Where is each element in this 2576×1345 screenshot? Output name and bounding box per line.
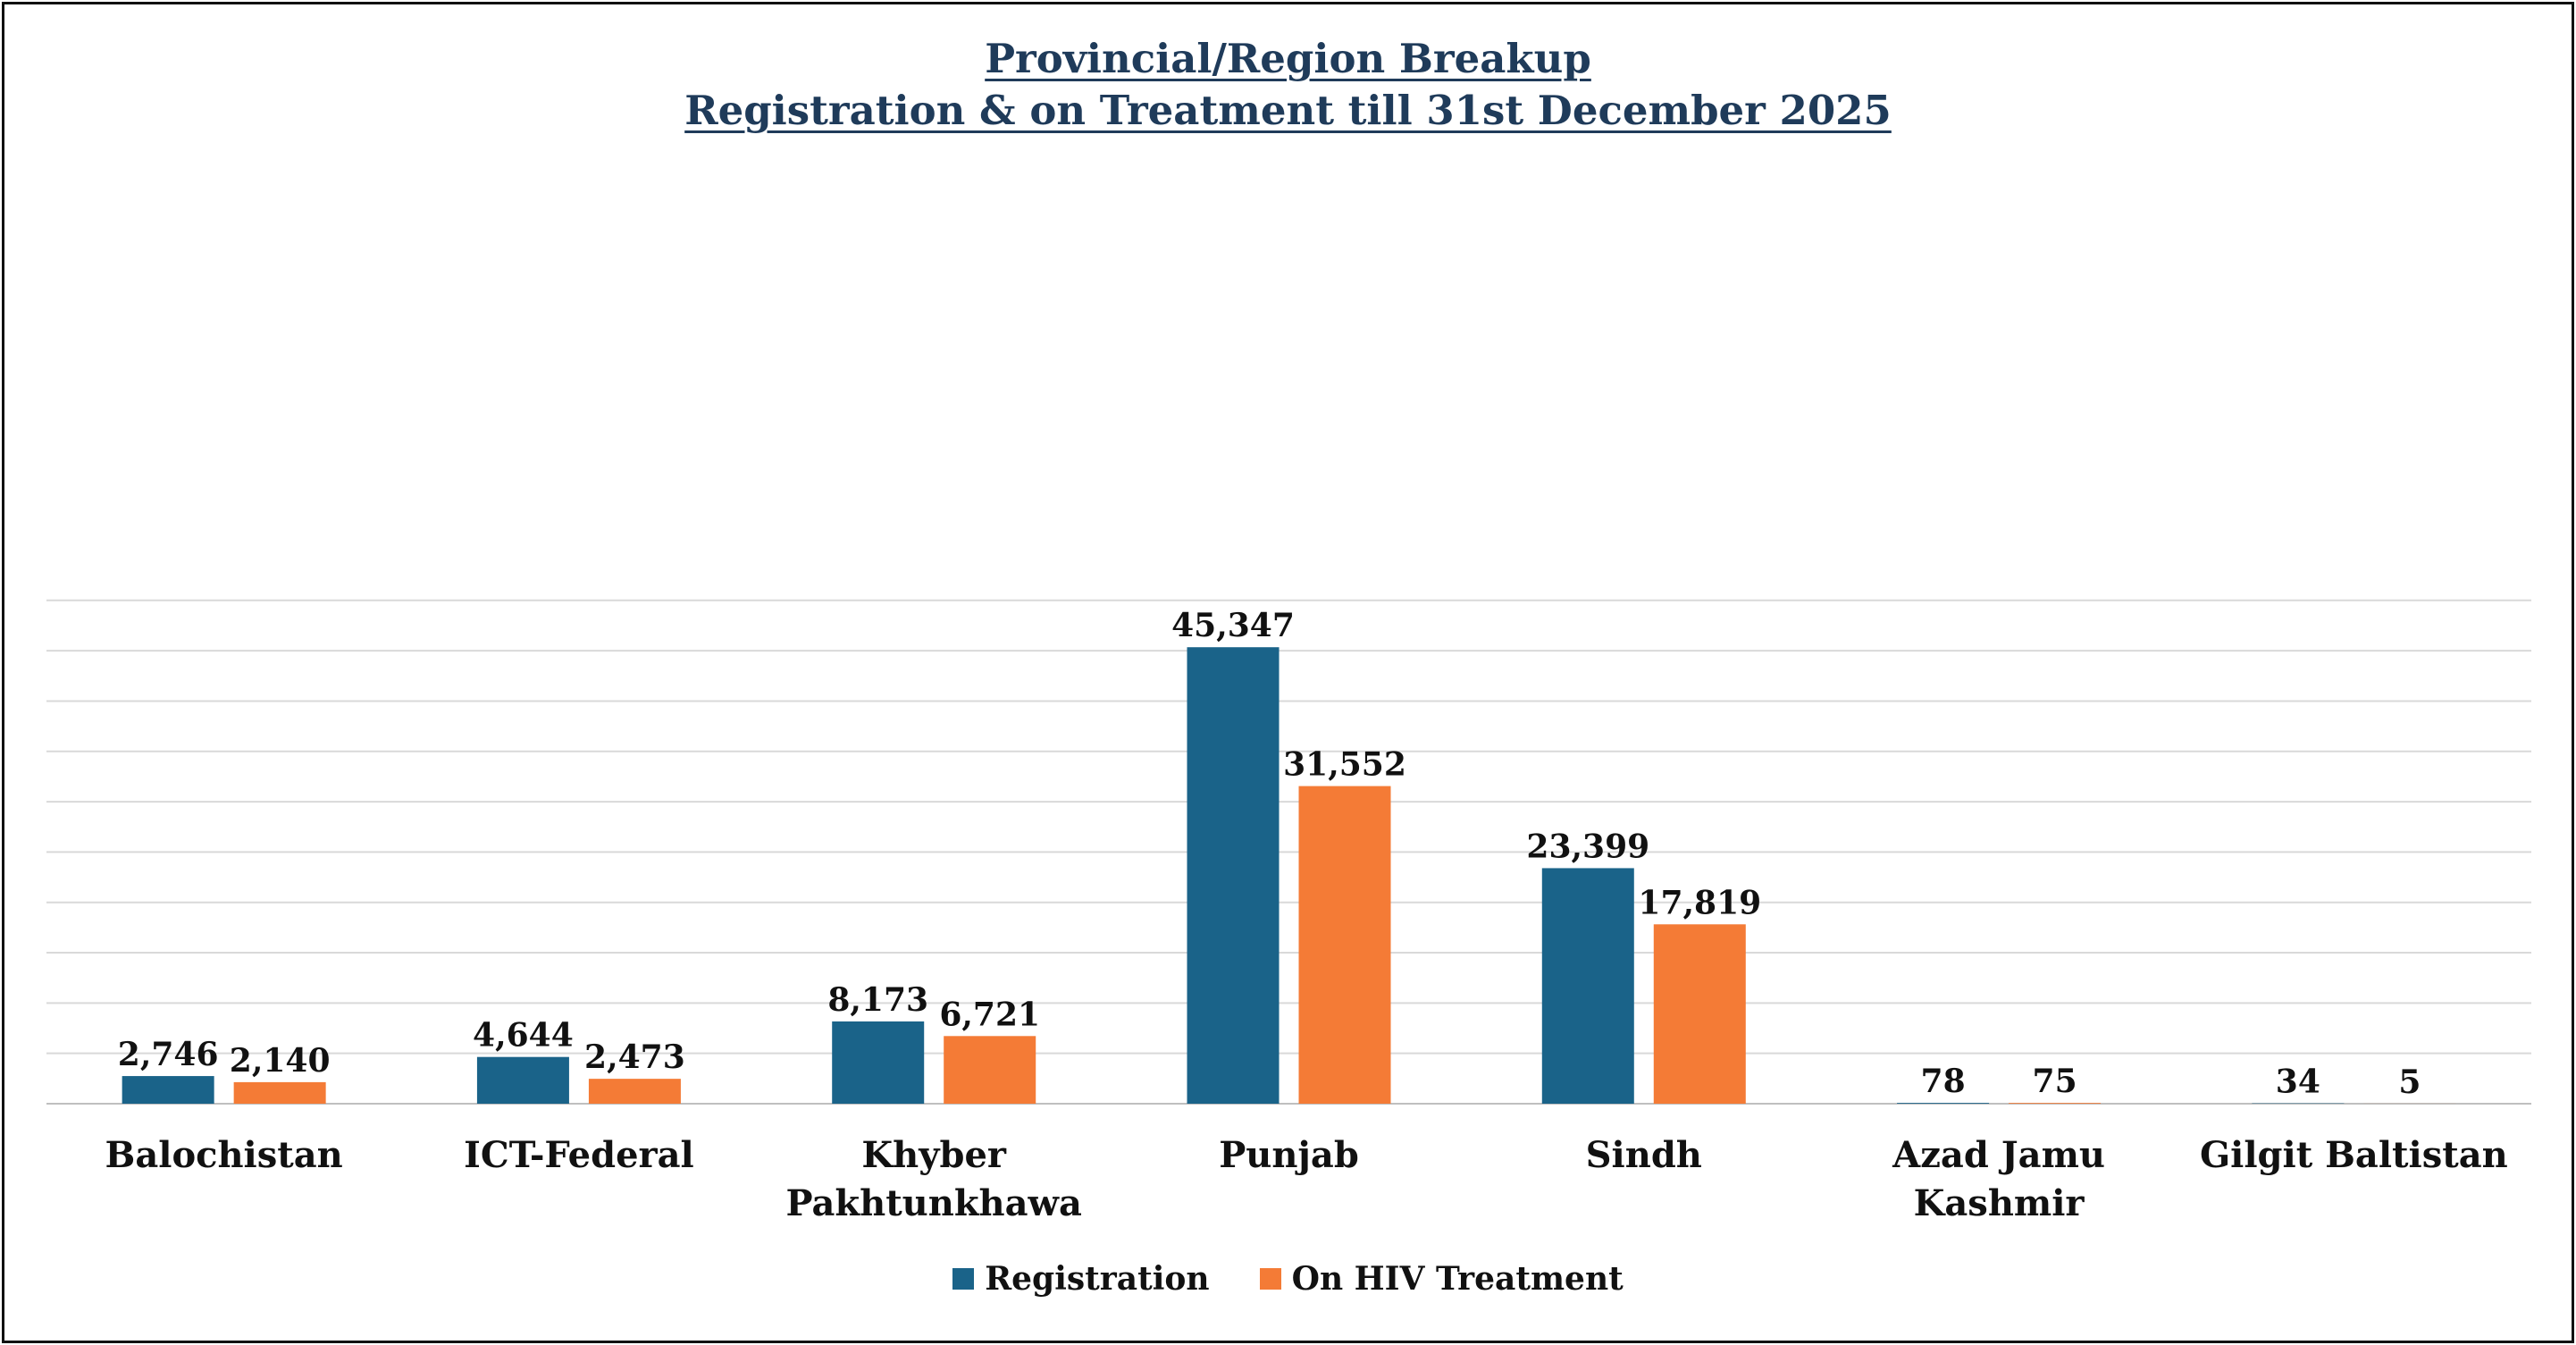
x-tick-label: Punjab bbox=[1219, 1134, 1359, 1176]
bar-registration bbox=[1541, 868, 1634, 1104]
data-label-registration: 45,347 bbox=[1171, 607, 1295, 644]
data-label-treatment: 5 bbox=[2398, 1063, 2421, 1101]
chart-legend: Registration On HIV Treatment bbox=[0, 1260, 2576, 1298]
data-label-treatment: 31,552 bbox=[1283, 746, 1406, 784]
bar-treatment bbox=[2009, 1103, 2102, 1104]
x-tick-label: Azad Jamu bbox=[1892, 1134, 2105, 1176]
data-label-treatment: 75 bbox=[2033, 1063, 2077, 1100]
bar-treatment bbox=[588, 1079, 681, 1104]
data-label-registration: 78 bbox=[1921, 1063, 1966, 1100]
legend-item-treatment: On HIV Treatment bbox=[1259, 1260, 1624, 1298]
x-tick-label: Sindh bbox=[1586, 1134, 1702, 1176]
legend-swatch-treatment bbox=[1259, 1268, 1281, 1290]
x-tick-label: Kashmir bbox=[1914, 1182, 2085, 1224]
data-label-treatment: 6,721 bbox=[939, 996, 1040, 1033]
bar-registration bbox=[1187, 647, 1280, 1104]
bar-treatment bbox=[1653, 924, 1746, 1104]
data-label-registration: 4,644 bbox=[473, 1017, 574, 1055]
bar-treatment bbox=[1298, 786, 1391, 1104]
bar-treatment bbox=[944, 1036, 1036, 1104]
data-label-treatment: 2,473 bbox=[584, 1038, 685, 1076]
data-label-registration: 8,173 bbox=[827, 981, 928, 1019]
data-label-treatment: 17,819 bbox=[1638, 884, 1761, 921]
chart-title-line-2: Registration & on Treatment till 31st De… bbox=[684, 87, 1892, 134]
data-label-registration: 2,746 bbox=[118, 1036, 219, 1073]
bar-registration bbox=[476, 1056, 569, 1104]
legend-item-registration: Registration bbox=[952, 1260, 1210, 1298]
bar-registration bbox=[832, 1021, 925, 1104]
x-tick-label: Balochistan bbox=[105, 1134, 343, 1176]
bar-registration bbox=[1897, 1103, 1990, 1104]
chart-title-line-1: Provincial/Region Breakup bbox=[985, 35, 1591, 82]
x-tick-label: Pakhtunkhawa bbox=[785, 1182, 1081, 1224]
data-label-registration: 23,399 bbox=[1526, 828, 1649, 865]
data-label-registration: 34 bbox=[2276, 1063, 2320, 1101]
legend-swatch-registration bbox=[952, 1268, 975, 1290]
bar-registration bbox=[122, 1076, 214, 1104]
legend-label-registration: Registration bbox=[985, 1260, 1210, 1298]
bar-treatment bbox=[233, 1081, 326, 1104]
legend-label-treatment: On HIV Treatment bbox=[1291, 1260, 1624, 1298]
x-tick-label: ICT-Federal bbox=[464, 1134, 694, 1176]
x-tick-label: Khyber bbox=[861, 1134, 1007, 1176]
x-tick-label: Gilgit Baltistan bbox=[2200, 1134, 2508, 1176]
data-label-treatment: 2,140 bbox=[230, 1042, 331, 1080]
